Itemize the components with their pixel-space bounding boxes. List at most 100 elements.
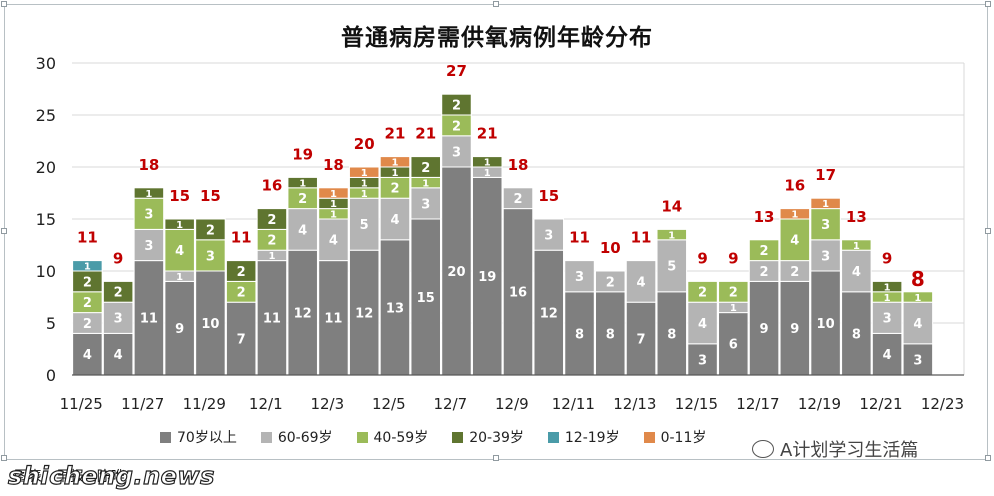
- source-credit: 图表：早报• 陈晔: [14, 469, 125, 485]
- segment-label: 8: [852, 327, 861, 342]
- segment-label: 6: [729, 338, 738, 353]
- bar-segment: [533, 249, 565, 376]
- total-label: 19: [292, 145, 313, 163]
- bar-segment: [810, 197, 841, 210]
- segment-label: 2: [83, 275, 92, 290]
- chart-legend: 70岁以上 60-69岁 40-59岁 20-39岁 12-19岁 0-11岁: [160, 426, 706, 448]
- segment-label: 1: [822, 199, 829, 210]
- bar-segment: [656, 228, 688, 241]
- bar-segment: [718, 280, 749, 303]
- segment-label: 2: [452, 99, 461, 114]
- segment-label: 2: [790, 265, 799, 280]
- segment-label: 4: [390, 213, 399, 228]
- segment-label: 11: [324, 312, 342, 327]
- total-label: 21: [385, 125, 406, 143]
- segment-label: 2: [760, 244, 769, 259]
- bar-segment: [195, 239, 226, 272]
- segment-label: 3: [913, 353, 922, 368]
- segment-label: 2: [298, 192, 307, 207]
- total-label: 21: [415, 125, 436, 143]
- segment-label: 12: [540, 307, 558, 322]
- segment-label: 1: [84, 262, 91, 273]
- total-label: 18: [508, 156, 529, 174]
- total-label: 15: [169, 187, 190, 205]
- bar-segment: [72, 332, 103, 376]
- resize-handle-bm[interactable]: [493, 455, 499, 461]
- segment-label: 2: [729, 286, 738, 301]
- resize-handle-tr[interactable]: [985, 1, 991, 7]
- segment-label: 2: [267, 213, 276, 228]
- bar-segment: [410, 218, 441, 376]
- y-tick-label: 20: [36, 158, 56, 177]
- legend-swatch: [452, 431, 464, 443]
- segment-label: 4: [175, 244, 184, 259]
- bar-segment: [225, 260, 257, 282]
- bar-segment: [779, 218, 811, 262]
- legend-item: 20-39岁: [452, 427, 524, 447]
- segment-label: 12: [294, 307, 312, 322]
- bar-segment: [379, 239, 411, 376]
- bar-segment: [164, 218, 195, 230]
- segment-label: 11: [140, 312, 158, 327]
- chart-title: 普通病房需供氧病例年龄分布: [341, 25, 653, 51]
- bar-segment: [656, 239, 688, 293]
- segment-label: 19: [478, 270, 496, 285]
- segment-label: 2: [760, 265, 769, 280]
- total-label: 9: [728, 249, 738, 267]
- resize-handle-mr[interactable]: [985, 228, 991, 234]
- segment-label: 4: [883, 348, 892, 363]
- x-tick-label: 11/27: [121, 395, 164, 413]
- x-tick-label: 12/9: [495, 395, 529, 413]
- segment-label: 3: [698, 353, 707, 368]
- segment-label: 3: [114, 312, 123, 327]
- total-label: 20: [354, 135, 375, 153]
- bar-segment: [256, 208, 288, 230]
- legend-item: 0-11岁: [643, 427, 706, 447]
- segment-label: 2: [390, 182, 399, 197]
- total-label: 21: [477, 125, 498, 143]
- total-label: 13: [754, 208, 775, 226]
- segment-label: 1: [884, 282, 891, 293]
- resize-handle-bl[interactable]: [1, 455, 7, 461]
- bar-segment: [564, 291, 595, 376]
- bar-segment: [687, 301, 718, 345]
- segment-label: 4: [298, 223, 307, 238]
- total-label: 18: [138, 156, 159, 174]
- bar-segment: [841, 249, 872, 293]
- y-tick-label: 30: [36, 54, 56, 73]
- x-tick-label: 12/5: [372, 395, 406, 413]
- total-label: 9: [113, 249, 123, 267]
- x-tick-label: 12/21: [859, 395, 902, 413]
- legend-swatch: [356, 431, 368, 443]
- legend-swatch: [160, 431, 171, 443]
- legend-item: 70岁以上: [160, 427, 237, 447]
- total-label: 17: [815, 166, 836, 184]
- segment-label: 2: [206, 223, 215, 238]
- segment-label: 1: [730, 303, 737, 314]
- legend-label: 12-19岁: [564, 430, 620, 446]
- bar-segment: [471, 156, 503, 168]
- segment-label: 1: [484, 158, 491, 169]
- wechat-icon: [752, 440, 774, 458]
- resize-handle-ml[interactable]: [1, 228, 7, 234]
- bar-segment: [133, 228, 165, 262]
- segment-label: 8: [667, 327, 676, 342]
- bar-segment: [133, 197, 165, 230]
- bar-segment: [318, 260, 349, 376]
- segment-label: 4: [790, 234, 799, 249]
- y-tick-label: 0: [46, 366, 56, 385]
- legend-swatch: [260, 431, 272, 443]
- legend-label: 70岁以上: [177, 430, 237, 446]
- resize-handle-br[interactable]: [985, 455, 991, 461]
- bar-segment: [471, 176, 503, 376]
- x-tick-label: 12/11: [552, 395, 595, 413]
- segment-label: 2: [267, 234, 276, 249]
- total-label: 11: [569, 229, 590, 247]
- bar-segment: [102, 280, 134, 303]
- segment-label: 1: [914, 293, 921, 304]
- resize-handle-tm[interactable]: [493, 1, 499, 7]
- y-tick-label: 5: [46, 314, 56, 333]
- resize-handle-tl[interactable]: [1, 1, 7, 7]
- x-tick-label: 11/25: [60, 395, 103, 413]
- bar-segment: [379, 197, 411, 241]
